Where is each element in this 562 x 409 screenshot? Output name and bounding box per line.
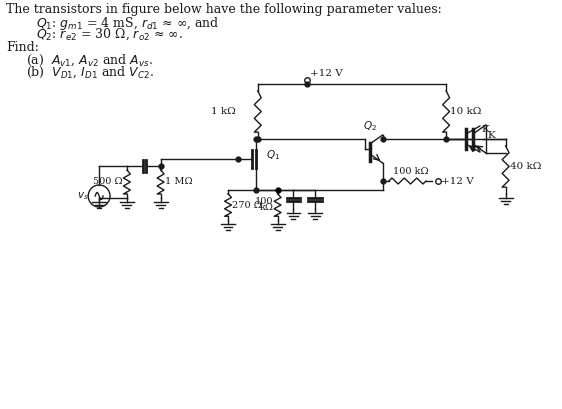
Text: 40 kΩ: 40 kΩ bbox=[510, 162, 541, 171]
Text: $v_s$: $v_s$ bbox=[78, 190, 89, 202]
Text: The transistors in figure below have the following parameter values:: The transistors in figure below have the… bbox=[6, 3, 442, 16]
Text: 10 kΩ: 10 kΩ bbox=[450, 107, 482, 116]
Text: $Q_2$: $Q_2$ bbox=[363, 119, 377, 133]
Text: 100 kΩ: 100 kΩ bbox=[393, 167, 428, 176]
Text: 500 Ω: 500 Ω bbox=[93, 178, 123, 187]
Text: (a)  $A_{v1}$, $A_{v2}$ and $A_{vs}$.: (a) $A_{v1}$, $A_{v2}$ and $A_{vs}$. bbox=[26, 53, 153, 68]
Text: 1 MΩ: 1 MΩ bbox=[165, 178, 192, 187]
Text: 270 Ω: 270 Ω bbox=[232, 200, 262, 209]
Text: kΩ: kΩ bbox=[260, 204, 274, 213]
Text: K: K bbox=[488, 130, 496, 139]
Text: K: K bbox=[482, 125, 490, 134]
Text: 100: 100 bbox=[255, 198, 274, 207]
Text: 1 kΩ: 1 kΩ bbox=[211, 107, 236, 116]
Text: $Q_1$: $g_{m1}$ = 4 mS, $r_{d1}$ ≈ ∞, and: $Q_1$: $g_{m1}$ = 4 mS, $r_{d1}$ ≈ ∞, an… bbox=[36, 15, 219, 32]
Text: +12 V: +12 V bbox=[441, 177, 474, 186]
Text: Find:: Find: bbox=[6, 41, 39, 54]
Text: (b)  $V_{D1}$, $I_{D1}$ and $V_{C2}$.: (b) $V_{D1}$, $I_{D1}$ and $V_{C2}$. bbox=[26, 65, 154, 81]
Text: $Q_1$: $Q_1$ bbox=[266, 148, 280, 162]
Text: +12 V: +12 V bbox=[310, 69, 343, 78]
Text: $Q_2$: $r_{e2}$ = 30 Ω, $r_{o2}$ ≈ ∞.: $Q_2$: $r_{e2}$ = 30 Ω, $r_{o2}$ ≈ ∞. bbox=[36, 27, 183, 43]
